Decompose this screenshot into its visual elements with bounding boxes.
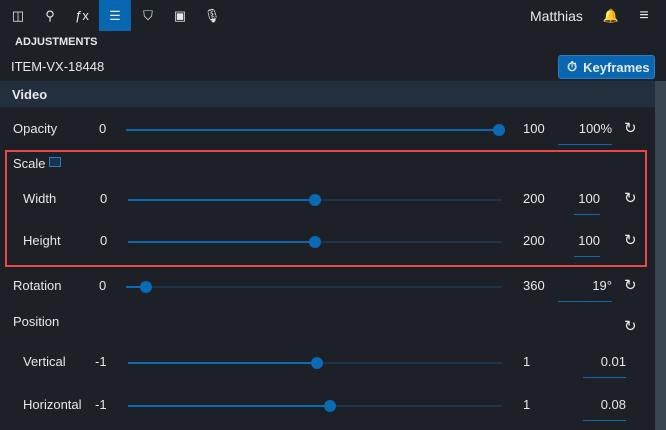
vertical-slider-fill: [128, 362, 317, 364]
video-section-header[interactable]: Video: [0, 81, 655, 107]
rotation-min: 0: [99, 278, 107, 293]
rotation-input[interactable]: 19°: [558, 278, 612, 302]
horizontal-label: Horizontal: [23, 397, 82, 412]
media-bin-icon[interactable]: ▣: [173, 7, 187, 23]
width-min: 0: [100, 191, 108, 206]
horizontal-input[interactable]: 0.08: [583, 397, 626, 421]
microphone-icon[interactable]: 🎙: [203, 7, 221, 23]
keyframes-button[interactable]: ⏱ Keyframes: [558, 55, 655, 79]
scale-label: Scale: [13, 156, 46, 171]
bell-icon[interactable]: 🔔: [602, 7, 620, 23]
opacity-min: 0: [99, 121, 107, 136]
filmstrip-icon[interactable]: ◫: [11, 7, 25, 23]
horizontal-slider-thumb[interactable]: [323, 400, 336, 412]
horizontal-min: -1: [95, 397, 107, 412]
panel-title: ADJUSTMENTS: [15, 36, 98, 48]
adjustments-icon[interactable]: ☰: [99, 0, 131, 31]
horizontal-slider-fill: [128, 405, 330, 407]
scale-highlight: [5, 150, 647, 267]
opacity-slider-fill: [126, 129, 499, 131]
effects-icon[interactable]: ƒx: [75, 8, 89, 23]
stopwatch-icon: ⏱: [567, 59, 578, 74]
menu-icon[interactable]: ≡: [639, 6, 649, 24]
width-label: Width: [23, 191, 57, 206]
vertical-slider[interactable]: [128, 357, 502, 369]
height-slider[interactable]: [128, 236, 502, 248]
width-max: 200: [523, 191, 545, 206]
width-slider-thumb[interactable]: [309, 194, 321, 206]
height-slider-fill: [128, 241, 315, 243]
rotation-max: 360: [523, 278, 545, 293]
rotation-reset-icon[interactable]: ↻: [624, 277, 637, 294]
width-slider[interactable]: [128, 194, 502, 206]
opacity-input[interactable]: 100%: [558, 121, 612, 145]
top-toolbar: ◫ ⚲ ƒx ☰ ⛉ ▣ 🎙 Matthias 🔔 ≡: [0, 0, 666, 31]
keyframes-label: Keyframes: [583, 59, 650, 75]
height-reset-icon[interactable]: ↻: [624, 232, 637, 249]
item-id: ITEM-VX-18448: [11, 59, 105, 74]
height-max: 200: [523, 233, 545, 248]
horizontal-slider[interactable]: [128, 400, 502, 412]
rotation-slider-fill: [126, 286, 146, 288]
width-slider-fill: [128, 199, 315, 201]
width-reset-icon[interactable]: ↻: [624, 190, 637, 207]
opacity-max: 100: [523, 121, 545, 136]
position-reset-icon[interactable]: ↻: [624, 318, 637, 335]
height-label: Height: [23, 233, 61, 248]
position-label: Position: [13, 314, 60, 329]
rotation-slider[interactable]: [126, 281, 502, 293]
vertical-min: -1: [95, 354, 107, 369]
opacity-label: Opacity: [13, 121, 58, 136]
height-slider-thumb[interactable]: [309, 236, 321, 248]
height-min: 0: [100, 233, 108, 248]
vertical-slider-thumb[interactable]: [310, 357, 323, 369]
height-input[interactable]: 100: [574, 233, 600, 257]
width-input[interactable]: 100: [574, 191, 600, 215]
horizontal-max: 1: [523, 397, 531, 412]
user-name[interactable]: Matthias: [530, 8, 583, 24]
shield-icon[interactable]: ⛉: [143, 7, 153, 23]
rotation-slider-thumb[interactable]: [139, 281, 152, 293]
opacity-slider[interactable]: [126, 124, 505, 136]
vertical-max: 1: [523, 354, 531, 369]
rotation-label: Rotation: [13, 278, 62, 293]
link-aspect-icon[interactable]: [49, 157, 61, 167]
search-icon[interactable]: ⚲: [45, 7, 55, 23]
opacity-reset-icon[interactable]: ↻: [624, 120, 637, 137]
vertical-input[interactable]: 0.01: [583, 354, 626, 378]
vertical-label: Vertical: [23, 354, 66, 369]
opacity-slider-thumb[interactable]: [493, 124, 505, 136]
scrollbar[interactable]: [655, 81, 666, 430]
